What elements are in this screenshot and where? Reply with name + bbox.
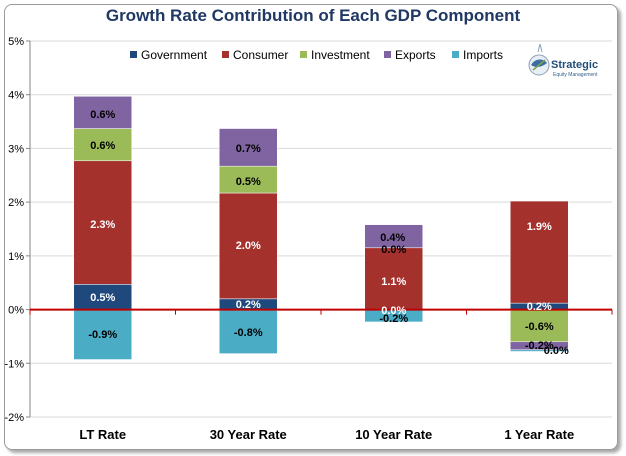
x-category-label: 10 Year Rate [355, 427, 432, 442]
data-label: 1.1% [381, 276, 406, 288]
y-tick-label: 3% [8, 143, 24, 155]
bar-segment [364, 247, 423, 310]
logo-mark-icon [528, 43, 550, 76]
y-tick-label: 4% [8, 90, 24, 102]
bar-segment [510, 309, 569, 343]
data-label: 0.2% [527, 301, 552, 313]
bar-segment [219, 309, 278, 354]
data-label: 0.0% [381, 305, 406, 317]
legend-label: Consumer [233, 48, 288, 62]
bar-segment [510, 349, 569, 352]
x-category-label: 1 Year Rate [504, 427, 574, 442]
x-category-label: LT Rate [79, 427, 126, 442]
bar-segment [73, 160, 132, 285]
data-label: 2.0% [236, 240, 261, 252]
y-tick-label: 0% [8, 305, 24, 317]
legend-label: Imports [463, 48, 503, 62]
data-label: 0.6% [90, 140, 115, 152]
data-label: 0.5% [90, 292, 115, 304]
legend: Government Consumer Investment Exports Impor… [130, 48, 503, 62]
data-label: -0.8% [234, 327, 263, 339]
legend-swatch [130, 51, 137, 58]
logo: Strategic Equity Management [528, 43, 598, 78]
data-label: 1.9% [527, 221, 552, 233]
logo-name: Strategic [551, 59, 598, 71]
data-label: -0.9% [88, 329, 117, 341]
data-label: 0.2% [236, 299, 261, 311]
data-label: 0.4% [380, 232, 405, 244]
legend-swatch [384, 51, 391, 58]
data-label: -0.2% [379, 313, 408, 325]
legend-swatch [452, 51, 459, 58]
data-label: 0.5% [236, 176, 261, 188]
legend-label: Investment [311, 48, 370, 62]
axes: -2% -1% 0% 1% 2% 3% 4% 5% LT Rate 30 Year Rate 10 … [4, 36, 613, 442]
data-label: -0.2% [525, 340, 554, 352]
bar-segment [73, 128, 132, 162]
y-tick-label: -1% [4, 358, 24, 370]
bar-segment [510, 200, 569, 304]
legend-label: Government [141, 48, 208, 62]
data-label: -0.6% [525, 321, 554, 333]
bar-segment [219, 128, 278, 167]
bar-segment [219, 192, 278, 300]
data-labels: 0.5% 2.3% 0.6% 0.6% -0.9% 0.2% 2.0% 0.5% 0.7% -0.… [88, 109, 569, 357]
data-label: 0.7% [236, 143, 261, 155]
bars [73, 96, 569, 360]
legend-swatch [300, 51, 307, 58]
y-tick-label: 5% [8, 36, 24, 48]
legend-label: Exports [395, 48, 436, 62]
x-category-label: 30 Year Rate [210, 427, 287, 442]
y-tick-label: 2% [8, 197, 24, 209]
data-label: 0.0% [544, 345, 569, 357]
bar-segment [364, 224, 423, 249]
y-tick-label: 1% [8, 251, 24, 263]
bar-segment [73, 284, 132, 310]
chart-title: Growth Rate Contribution of Each GDP Com… [105, 6, 521, 25]
bar-segment [73, 96, 132, 129]
bar-segment [219, 165, 278, 194]
data-label: 0.6% [90, 109, 115, 121]
bar-segment [73, 309, 132, 360]
logo-tagline: Equity Management [553, 72, 598, 78]
y-tick-label: -2% [4, 412, 24, 424]
data-label: 2.3% [90, 219, 115, 231]
data-label: 0.0% [381, 244, 406, 256]
legend-swatch [222, 51, 229, 58]
